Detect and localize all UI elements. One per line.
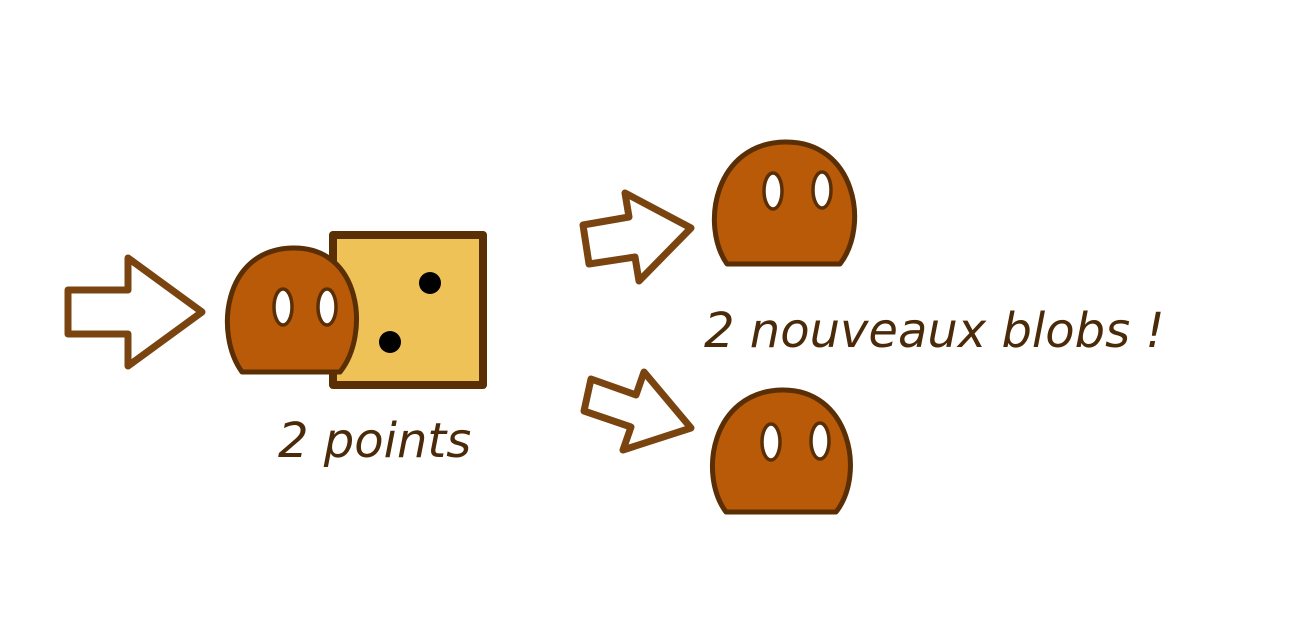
- blob-eye: [316, 287, 338, 327]
- result-label: 2 nouveaux blobs !: [704, 303, 1165, 359]
- blob-eye: [760, 422, 782, 462]
- output-arrow-upper-icon: [579, 189, 695, 285]
- blob-eye: [809, 421, 831, 461]
- blob-eye: [762, 171, 784, 211]
- new-blob-lower-icon: [709, 387, 853, 515]
- blob-eye: [811, 170, 833, 210]
- die-pip: [419, 272, 441, 294]
- input-arrow-icon: [64, 254, 206, 370]
- blob-body: [709, 387, 853, 515]
- die-pip: [379, 331, 401, 353]
- die-roll-label: 2 points: [278, 413, 471, 469]
- blob-eye: [272, 287, 294, 327]
- output-arrow-lower-icon: [580, 368, 695, 454]
- blob-body: [711, 139, 858, 267]
- parent-blob-icon: [224, 245, 359, 375]
- new-blob-upper-icon: [711, 139, 858, 267]
